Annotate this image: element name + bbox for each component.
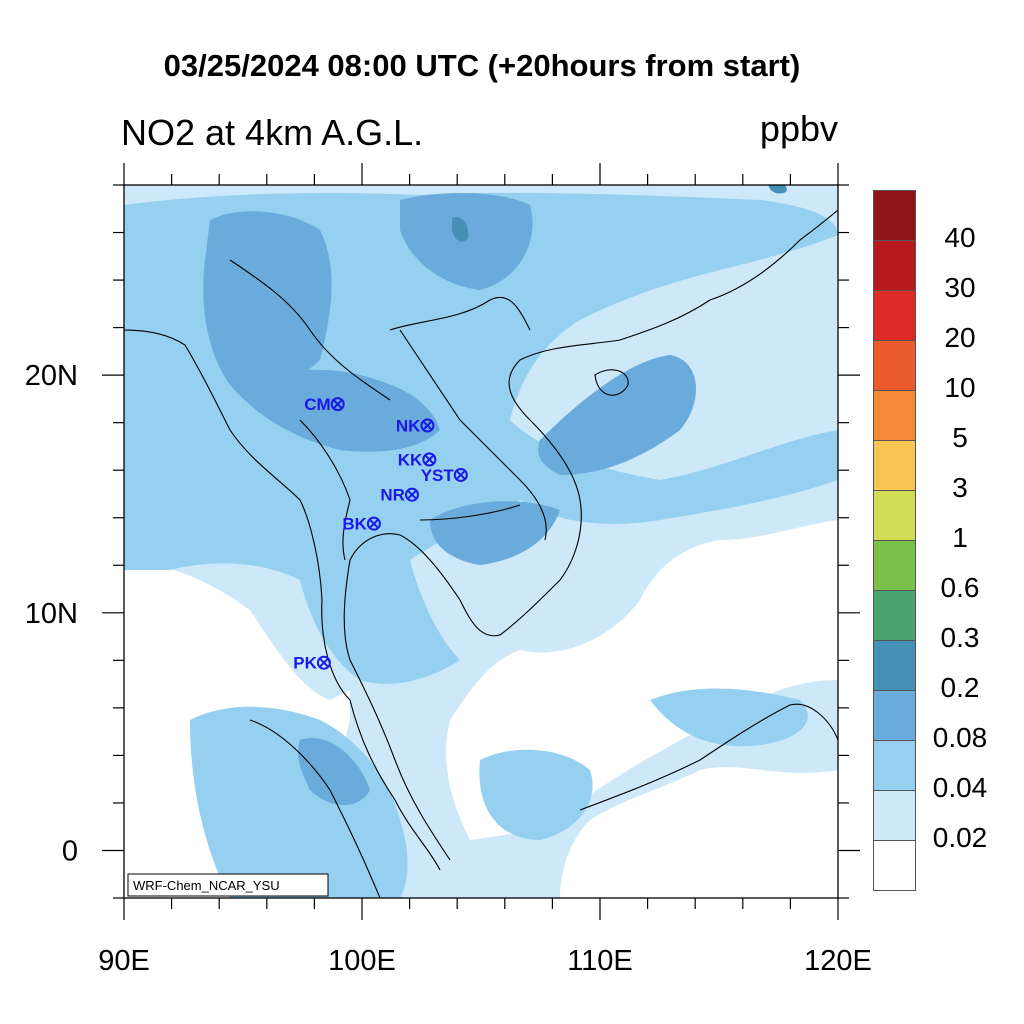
colorbar-level-label: 20 [944, 322, 976, 353]
colorbar-level-label: 0.02 [932, 822, 988, 853]
station-kk: KK [398, 451, 437, 470]
colorbar-level-label: 5 [952, 422, 968, 453]
field-high-sumatra [298, 738, 370, 805]
y-tick-label: 20N [25, 360, 78, 392]
map-frame [123, 184, 839, 899]
field-high-scs [538, 355, 697, 475]
colorbar-segment [873, 190, 916, 240]
field-mid-sea [479, 749, 593, 840]
concentration-field [124, 185, 838, 898]
station-label: PK [293, 654, 317, 673]
colorbar-level-label: 30 [944, 272, 976, 303]
colorbar-segment [873, 290, 916, 340]
colorbar-level-label: 10 [944, 372, 976, 403]
colorbar-segment [873, 440, 916, 490]
colorbar-level-label: 0.04 [932, 772, 988, 803]
coast-mainland [124, 209, 838, 871]
colorbar-segment [873, 390, 916, 440]
station-cross [422, 420, 433, 431]
colorbar-segment [873, 740, 916, 790]
station-cross [333, 399, 343, 409]
field-white-borneo [560, 767, 838, 898]
colorbar-segment [873, 240, 916, 290]
x-tick-label: 110E [567, 945, 633, 977]
station-marker-icon [422, 452, 437, 467]
station-label: BK [342, 515, 367, 534]
x-tick-label: 120E [804, 945, 872, 977]
station-marker-icon [420, 418, 435, 433]
colorbar-level-label: 1 [952, 522, 968, 553]
station-cm: CM [304, 395, 345, 414]
colorbar-segment [873, 490, 916, 540]
x-tick-label: 90E [98, 945, 150, 977]
colorbar [873, 190, 916, 891]
axis-ticks: 90E 100E 110E 120E 0 10N 20N [25, 163, 872, 977]
border-laos [399, 329, 547, 541]
station-marker-icon [330, 397, 345, 412]
field-high-myanmar [203, 211, 332, 389]
map-title: 03/25/2024 08:00 UTC (+20hours from star… [163, 48, 801, 83]
units-label: ppbv [759, 108, 838, 149]
coast-sumatra [249, 719, 381, 898]
colorbar-level-label: 40 [944, 222, 976, 253]
colorbar-segment [873, 840, 916, 891]
field-peak-east [768, 185, 787, 194]
colorbar-segment [873, 340, 916, 390]
field-peak-china [452, 217, 469, 242]
colorbar-segment [873, 790, 916, 840]
station-label: CM [304, 395, 330, 414]
station-yst: YST [421, 466, 468, 485]
variable-subtitle: NO2 at 4km A.G.L. [121, 112, 424, 153]
station-label: NR [380, 486, 405, 505]
station-cross [319, 658, 329, 668]
colorbar-level-label: 0.3 [940, 622, 980, 653]
station-marker-icon [453, 467, 468, 482]
station-marker-icon [404, 487, 419, 502]
colorbar-segment [873, 690, 916, 740]
coast-hainan [594, 369, 629, 396]
colorbar-segment [873, 540, 916, 590]
station-cross [369, 518, 379, 529]
station-pk: PK [293, 654, 331, 673]
border-myanmar-thai [229, 259, 531, 561]
y-tick-label: 0 [62, 835, 78, 867]
station-marker-icon [316, 655, 331, 670]
station-nk: NK [396, 417, 435, 436]
station-cross [424, 454, 435, 465]
station-bk: BK [342, 515, 381, 534]
field-high-laos [230, 369, 440, 452]
colorbar-segment [873, 590, 916, 640]
station-nr: NR [380, 486, 419, 505]
coast-borneo [579, 703, 838, 811]
model-credit: WRF-Chem_NCAR_YSU [133, 878, 280, 893]
station-label: KK [398, 451, 423, 470]
colorbar-segment [873, 640, 916, 690]
colorbar-level-label: 3 [952, 472, 968, 503]
x-tick-label: 100E [328, 945, 396, 977]
field-high-china [400, 193, 533, 290]
colorbar-level-label: 0.2 [940, 672, 980, 703]
y-tick-label: 10N [25, 598, 78, 630]
field-mid-borneo [650, 688, 808, 747]
colorbar-level-label: 0.08 [932, 722, 988, 753]
coastlines [124, 209, 838, 898]
station-cross [407, 489, 417, 500]
station-cross [456, 470, 466, 480]
field-mid-sumatra [190, 706, 408, 898]
station-label: YST [421, 466, 455, 485]
station-marker-icon [366, 516, 381, 531]
credit-box [127, 873, 329, 897]
station-label: NK [396, 417, 421, 436]
colorbar-level-label: 0.6 [940, 572, 980, 603]
